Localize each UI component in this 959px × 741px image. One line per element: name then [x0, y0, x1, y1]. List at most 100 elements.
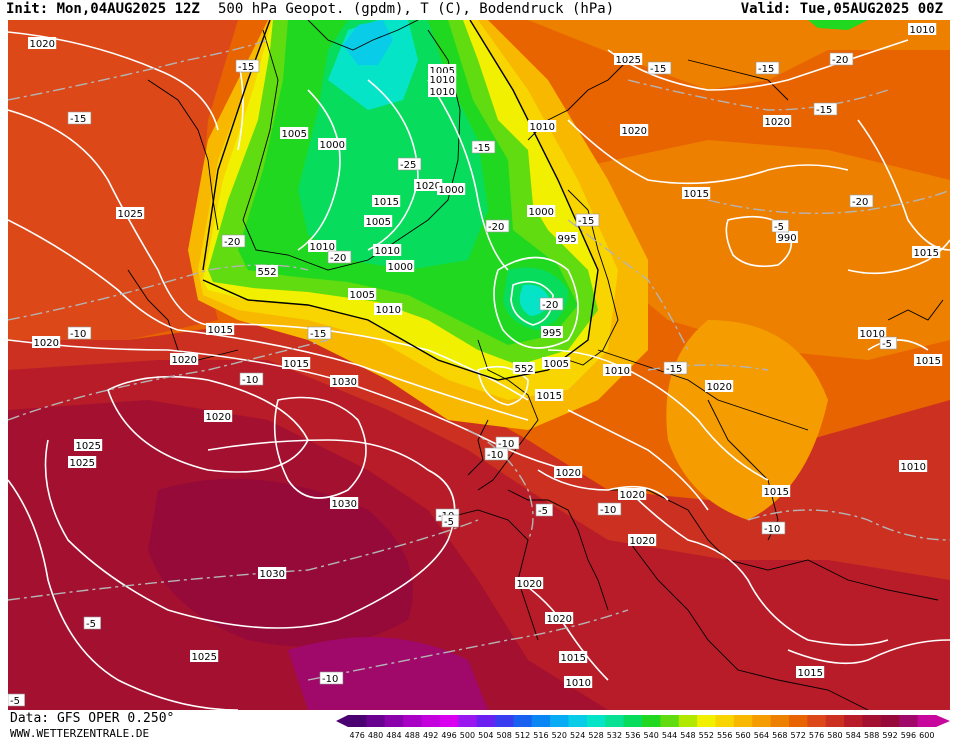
- scale-tick-label: 512: [515, 731, 530, 740]
- isobar-label-text: 1010: [375, 246, 400, 257]
- isobar-label: 1020: [32, 336, 61, 349]
- isobar-label: 1005: [348, 288, 377, 301]
- isotherm-label-text: -10: [487, 450, 503, 461]
- isobar-label-text: 1020: [707, 382, 732, 393]
- isotherm-label: -10: [597, 502, 622, 516]
- isobar-label-text: 1010: [430, 75, 455, 86]
- weather-map-svg: 1020102510151005100010101005101010201000…: [8, 20, 950, 710]
- scale-swatch: [880, 715, 900, 727]
- isotherm-label: -20: [829, 52, 854, 66]
- isobar-label: 1010: [428, 73, 457, 86]
- scale-tick-label: 500: [460, 731, 475, 740]
- scale-tick-label: 588: [864, 731, 879, 740]
- isobar-label: 1010: [899, 460, 928, 473]
- scale-swatch: [623, 715, 643, 727]
- isobar-label-text: 1010: [376, 305, 401, 316]
- isotherm-label: -20: [327, 250, 352, 264]
- isotherm-label: -5: [771, 219, 789, 233]
- isobar-label: 1025: [74, 439, 103, 452]
- isotherm-label-text: -15: [650, 64, 666, 75]
- scale-swatch: [733, 715, 753, 727]
- scale-swatch: [586, 715, 606, 727]
- isobar-label: 1015: [559, 651, 588, 664]
- isotherm-label-text: -15: [474, 143, 490, 154]
- scale-tick-label: 596: [901, 731, 916, 740]
- isotherm-label-text: -10: [498, 439, 514, 450]
- isotherm-label: -20: [849, 194, 874, 208]
- scale-tick-label: 484: [386, 731, 401, 740]
- isotherm-label-text: -20: [832, 55, 848, 66]
- isotherm-label: -5: [8, 693, 25, 707]
- isotherm-label: -5: [535, 503, 553, 517]
- isobar-label: 1010: [564, 676, 593, 689]
- isobar-label-text: 995: [558, 234, 577, 245]
- scale-tick-label: 568: [772, 731, 787, 740]
- isobar-label-text: 1020: [556, 468, 581, 479]
- isobar-label-text: 552: [515, 364, 534, 375]
- isobar-label: 1000: [527, 205, 556, 218]
- scale-tick-label: 496: [441, 731, 456, 740]
- isotherm-label-text: -15: [578, 216, 594, 227]
- weather-map: 1020 1025 1015 1005 1000 1010 1005 1010 1020 1000…: [8, 20, 950, 710]
- data-source-label: Data: GFS OPER 0.250°: [10, 711, 175, 726]
- scale-tick-label: 572: [791, 731, 806, 740]
- scale-arrow-left: [336, 715, 348, 727]
- isobar-label: 1015: [282, 357, 311, 370]
- scale-tick-label: 556: [717, 731, 732, 740]
- scale-swatch: [458, 715, 478, 727]
- isotherm-label: -15: [307, 326, 332, 340]
- isobar-label-text: 1015: [561, 653, 586, 664]
- isobar-label-text: 1000: [529, 207, 554, 218]
- isobar-label-text: 1015: [916, 356, 941, 367]
- isobar-label-text: 1015: [684, 189, 709, 200]
- isotherm-label-text: -15: [816, 105, 832, 116]
- isobar-label: 1020: [170, 353, 199, 366]
- isotherm-label-text: -15: [70, 114, 86, 125]
- scale-swatch: [789, 715, 808, 727]
- isotherm-label: -5: [83, 616, 101, 630]
- scale-swatch: [770, 715, 790, 727]
- scale-swatch: [825, 715, 845, 727]
- isobar-label-text: 1020: [547, 614, 572, 625]
- isobar-label: 1020: [763, 115, 792, 128]
- isotherm-label: -15: [67, 111, 92, 125]
- scale-swatch: [678, 715, 698, 727]
- isotherm-label: -15: [755, 61, 780, 75]
- isotherm-label: -15: [813, 102, 838, 116]
- isobar-label-text: 552: [258, 267, 277, 278]
- isobar-label-text: 1030: [332, 499, 357, 510]
- isotherm-label-text: -20: [852, 197, 868, 208]
- isobar-label-text: 1010: [566, 678, 591, 689]
- isotherm-label: -15: [647, 61, 672, 75]
- isobar-label-text: 1005: [282, 129, 307, 140]
- isobar-label-text: 1020: [517, 579, 542, 590]
- isobar-label: 1015: [372, 195, 401, 208]
- isobar-label-text: 1000: [439, 185, 464, 196]
- scale-swatch: [917, 715, 937, 727]
- scale-tick-label: 492: [423, 731, 438, 740]
- pressure-labels: 1020102510151005100010101005101010201000…: [28, 23, 943, 689]
- scale-tick-label: 584: [846, 731, 861, 740]
- isobar-label: 1005: [364, 215, 393, 228]
- isobar-label: 1020: [515, 577, 544, 590]
- isobar-label: 1000: [437, 183, 466, 196]
- isotherm-label: -25: [397, 157, 422, 171]
- isobar-label-text: 1020: [416, 181, 441, 192]
- scale-swatch: [642, 715, 661, 727]
- scale-tick-label: 580: [827, 731, 842, 740]
- temperature-labels: -15-15-20-10-25-15-20-20-15-15 -15-15-10-…: [8, 52, 897, 707]
- isobar-label: 1010: [428, 85, 457, 98]
- isobar-label-text: 1010: [310, 242, 335, 253]
- isobar-label: 1020: [414, 179, 443, 192]
- isobar-label-text: 1020: [630, 536, 655, 547]
- isobar-label: 1000: [318, 138, 347, 151]
- scale-swatch: [807, 715, 827, 727]
- isobar-label-text: 1025: [192, 652, 217, 663]
- isotherm-label-text: -15: [666, 364, 682, 375]
- isotherm-label-text: -15: [310, 329, 326, 340]
- isobar-label-text: 1005: [430, 66, 455, 77]
- isobar-label: 1025: [116, 207, 145, 220]
- isobar-label: 1030: [330, 497, 359, 510]
- isobar-label-text: 1015: [537, 391, 562, 402]
- isobar-label: 1030: [258, 567, 287, 580]
